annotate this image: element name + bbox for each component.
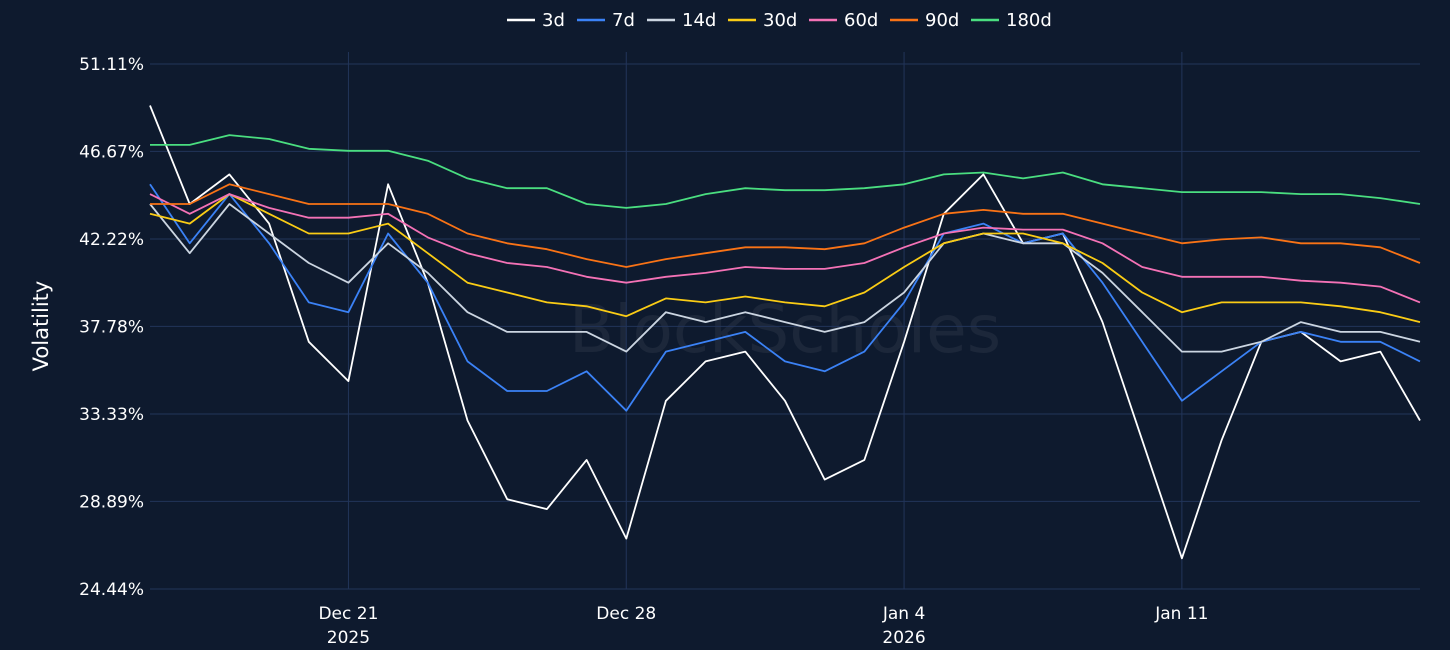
series-lines bbox=[149, 105, 1421, 560]
y-tick-label: 46.67% bbox=[79, 142, 144, 162]
axes: 24.44% 28.89% 33.33% 37.78% 42.22% 46.67% 51.1… bbox=[79, 55, 1208, 648]
legend-item-90d[interactable]: 90d bbox=[890, 10, 959, 31]
x-tick-label: Dec 21 bbox=[318, 604, 378, 624]
legend-label: 7d bbox=[612, 10, 635, 31]
series-line-60d bbox=[149, 193, 1421, 304]
x-tick-year-label: 2026 bbox=[882, 628, 925, 648]
legend-label: 60d bbox=[844, 10, 878, 31]
x-tick-year-label: 2025 bbox=[327, 628, 370, 648]
legend-item-14d[interactable]: 14d bbox=[647, 10, 716, 31]
grid bbox=[150, 52, 1420, 590]
series-line-90d bbox=[150, 183, 1421, 268]
y-tick-label: 24.44% bbox=[79, 580, 144, 600]
x-tick-label: Jan 4 bbox=[882, 604, 925, 624]
series-line-30d bbox=[149, 193, 1421, 323]
x-tick-label: Jan 11 bbox=[1154, 604, 1208, 624]
legend-label: 180d bbox=[1006, 10, 1052, 31]
y-tick-label: 28.89% bbox=[79, 492, 144, 512]
legend-label: 90d bbox=[925, 10, 959, 31]
legend-item-60d[interactable]: 60d bbox=[809, 10, 878, 31]
y-tick-label: 42.22% bbox=[79, 230, 144, 250]
x-tick-label: Dec 28 bbox=[596, 604, 656, 624]
y-tick-label: 33.33% bbox=[79, 405, 144, 425]
legend-item-30d[interactable]: 30d bbox=[728, 10, 797, 31]
legend-item-180d[interactable]: 180d bbox=[971, 10, 1052, 31]
y-tick-label: 37.78% bbox=[79, 317, 144, 337]
legend: 3d 7d 14d 30d 60d 90d 180d bbox=[507, 10, 1052, 31]
series-line-3d bbox=[149, 105, 1421, 560]
series-line-7d bbox=[149, 183, 1421, 412]
legend-label: 3d bbox=[542, 10, 565, 31]
series-line-180d bbox=[150, 134, 1421, 209]
y-axis-label: Volatility bbox=[29, 281, 53, 372]
y-tick-label: 51.11% bbox=[79, 55, 144, 75]
watermark: BlockScholes bbox=[569, 291, 1001, 368]
legend-item-3d[interactable]: 3d bbox=[507, 10, 565, 31]
series-line-14d bbox=[149, 203, 1421, 353]
legend-label: 14d bbox=[682, 10, 716, 31]
legend-item-7d[interactable]: 7d bbox=[577, 10, 635, 31]
legend-label: 30d bbox=[763, 10, 797, 31]
